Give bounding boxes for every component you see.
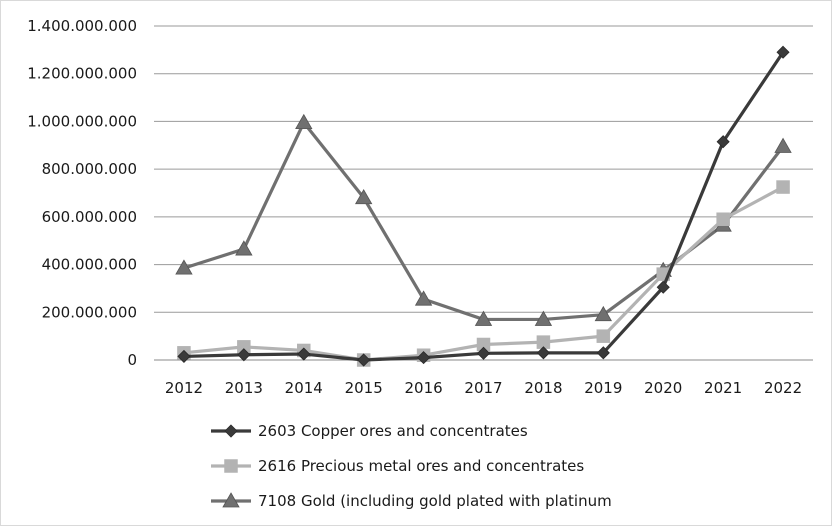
y-tick-label: 200.000.000	[42, 303, 137, 321]
data-point	[656, 280, 670, 294]
x-tick-label: 2016	[404, 379, 442, 397]
data-point	[417, 351, 431, 365]
data-point	[177, 349, 191, 363]
data-point	[774, 137, 792, 153]
data-point	[175, 259, 193, 275]
series-2	[177, 180, 790, 367]
legend-swatch-marker	[224, 459, 238, 473]
x-tick-label: 2021	[704, 379, 742, 397]
y-tick-label: 800.000.000	[42, 160, 137, 178]
x-tick-label: 2019	[584, 379, 622, 397]
data-point	[716, 135, 730, 149]
x-tick-label: 2014	[285, 379, 323, 397]
data-point	[235, 240, 253, 256]
x-tick-label: 2022	[764, 379, 802, 397]
legend: 2603 Copper ores and concentrates 2616 Pr…	[211, 422, 612, 510]
x-tick-label: 2012	[165, 379, 203, 397]
data-point	[474, 310, 493, 326]
legend-label: 2603 Copper ores and concentrates	[258, 422, 528, 440]
y-axis: 0 200.000.000 400.000.000 600.000.000 800.00…	[27, 17, 137, 369]
x-tick-label: 2013	[225, 379, 263, 397]
data-point	[354, 188, 373, 205]
data-point	[476, 346, 491, 360]
legend-item: 7108 Gold (including gold plated with pl…	[211, 492, 612, 510]
y-tick-label: 600.000.000	[42, 208, 137, 226]
y-tick-label: 1.400.000.000	[27, 17, 137, 35]
data-point	[237, 348, 251, 362]
data-point	[596, 329, 611, 343]
legend-swatch-marker	[224, 424, 238, 438]
y-tick-label: 0	[127, 351, 137, 369]
series-1	[177, 45, 790, 367]
data-point	[716, 212, 730, 226]
x-tick-label: 2015	[345, 379, 383, 397]
x-tick-label: 2017	[464, 379, 502, 397]
data-point	[297, 347, 311, 361]
y-tick-label: 1.000.000.000	[27, 112, 137, 130]
data-point	[596, 346, 610, 360]
data-point	[594, 305, 613, 322]
data-point	[776, 180, 790, 194]
legend-label: 2616 Precious metal ores and concentrate…	[258, 457, 584, 475]
x-axis: 2012 2013 2014 2015 2016 2017 2018 2019 2020 2021…	[165, 379, 802, 397]
data-point	[414, 290, 433, 306]
legend-label: 7108 Gold (including gold plated with pl…	[258, 492, 612, 510]
data-point	[776, 45, 790, 59]
legend-item: 2616 Precious metal ores and concentrate…	[211, 457, 584, 475]
gridlines	[154, 25, 813, 361]
x-tick-label: 2020	[644, 379, 682, 397]
legend-swatch-marker	[222, 492, 240, 508]
data-point	[534, 310, 553, 326]
y-tick-label: 1.200.000.000	[27, 65, 137, 83]
data-point	[536, 346, 550, 360]
series-line	[183, 121, 785, 322]
data-point	[295, 113, 313, 130]
legend-item: 2603 Copper ores and concentrates	[211, 422, 528, 440]
series-group	[175, 45, 792, 367]
series-3	[175, 113, 792, 326]
data-point	[357, 353, 371, 367]
y-tick-label: 400.000.000	[42, 256, 137, 274]
x-tick-label: 2018	[524, 379, 562, 397]
